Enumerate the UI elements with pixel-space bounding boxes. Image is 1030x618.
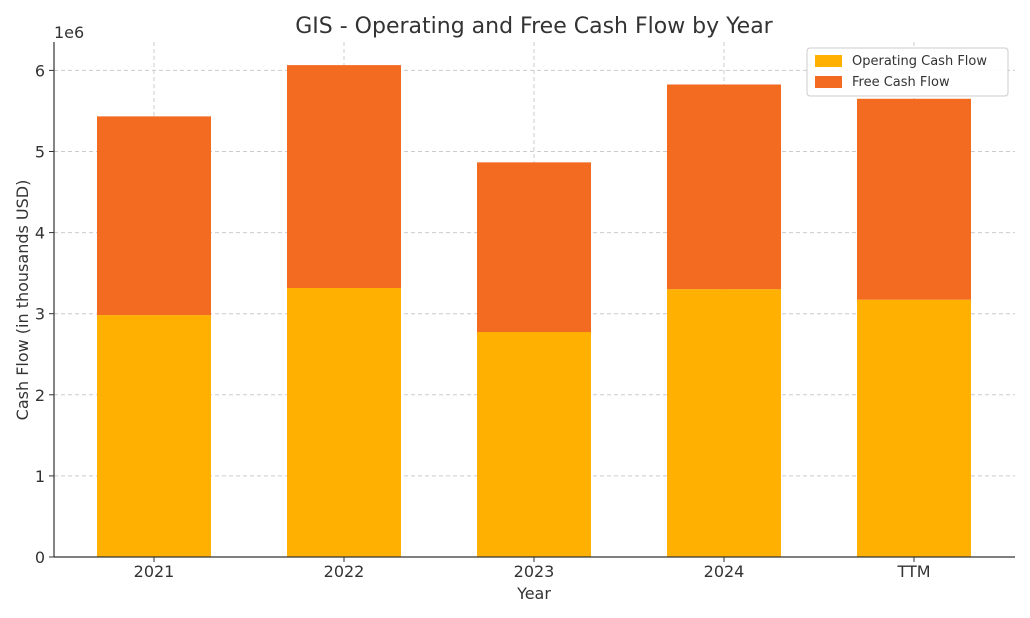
bar-free-cash-flow-ttm [857,98,971,300]
x-tick-label-ttm: TTM [896,562,930,581]
y-offset-label: 1e6 [54,23,84,42]
y-tick-label-1: 1 [35,467,45,486]
bar-operating-cash-flow-ttm [857,299,971,557]
x-tick-label-2022: 2022 [324,562,365,581]
y-tick-label-2: 2 [35,386,45,405]
x-tick-label-2023: 2023 [514,562,555,581]
y-axis-title: Cash Flow (in thousands USD) [13,180,32,421]
bars [97,65,971,557]
y-tick-label-3: 3 [35,305,45,324]
bar-operating-cash-flow-2023 [477,332,591,557]
axes: 0 1 2 3 4 5 6 2021 2022 2023 2024 TTM [35,42,1015,581]
y-tick-label-0: 0 [35,548,45,567]
x-axis-title: Year [516,584,551,603]
bar-free-cash-flow-2022 [287,65,401,288]
legend: Operating Cash Flow Free Cash Flow [806,47,1009,97]
bar-free-cash-flow-2024 [667,84,781,290]
legend-swatch-free-cash-flow [815,76,842,88]
bar-operating-cash-flow-2024 [667,289,781,557]
x-tick-label-2024: 2024 [704,562,745,581]
y-tick-label-5: 5 [35,142,45,161]
legend-label-free-cash-flow: Free Cash Flow [852,75,950,90]
x-tick-label-2021: 2021 [134,562,175,581]
y-tick-label-4: 4 [35,224,45,243]
bar-free-cash-flow-2023 [477,162,591,333]
legend-frame [806,47,1009,97]
chart-title: GIS - Operating and Free Cash Flow by Ye… [295,14,773,39]
bar-operating-cash-flow-2021 [97,315,211,557]
bar-free-cash-flow-2021 [97,116,211,316]
bar-operating-cash-flow-2022 [287,287,401,557]
legend-label-operating-cash-flow: Operating Cash Flow [852,54,987,69]
legend-swatch-operating-cash-flow [815,55,842,67]
y-tick-label-6: 6 [35,61,45,80]
